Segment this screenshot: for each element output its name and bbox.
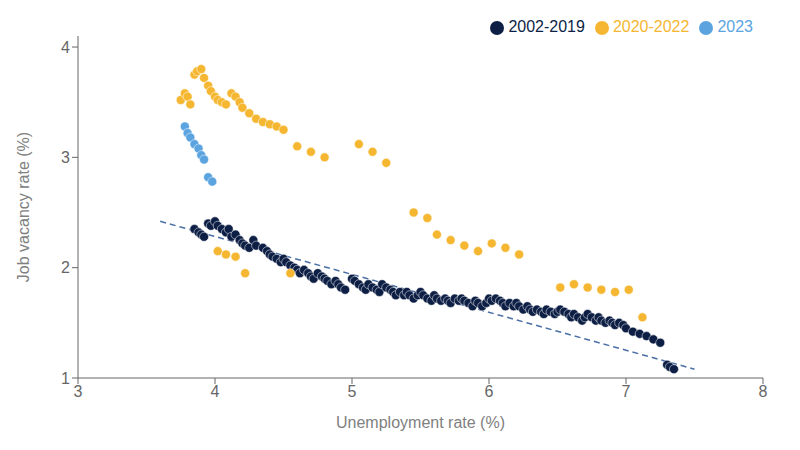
- svg-text:4: 4: [211, 383, 220, 400]
- svg-text:6: 6: [485, 383, 494, 400]
- svg-text:5: 5: [348, 383, 357, 400]
- svg-text:4: 4: [61, 39, 70, 56]
- svg-text:7: 7: [622, 383, 631, 400]
- html-text:2002-2019: 2002-2019: [508, 18, 585, 35]
- html-text:2023: 2023: [717, 18, 753, 35]
- svg-text:Job vacancy rate (%): Job vacancy rate (%): [15, 132, 32, 282]
- svg-text:3: 3: [74, 383, 83, 400]
- svg-text:1: 1: [61, 370, 70, 387]
- svg-text:8: 8: [759, 383, 768, 400]
- html-text:2020-2022: 2020-2022: [612, 18, 690, 35]
- svg-text:3: 3: [61, 149, 70, 166]
- svg-text:2: 2: [61, 259, 70, 276]
- svg-text:Unemployment rate (%): Unemployment rate (%): [336, 414, 505, 431]
